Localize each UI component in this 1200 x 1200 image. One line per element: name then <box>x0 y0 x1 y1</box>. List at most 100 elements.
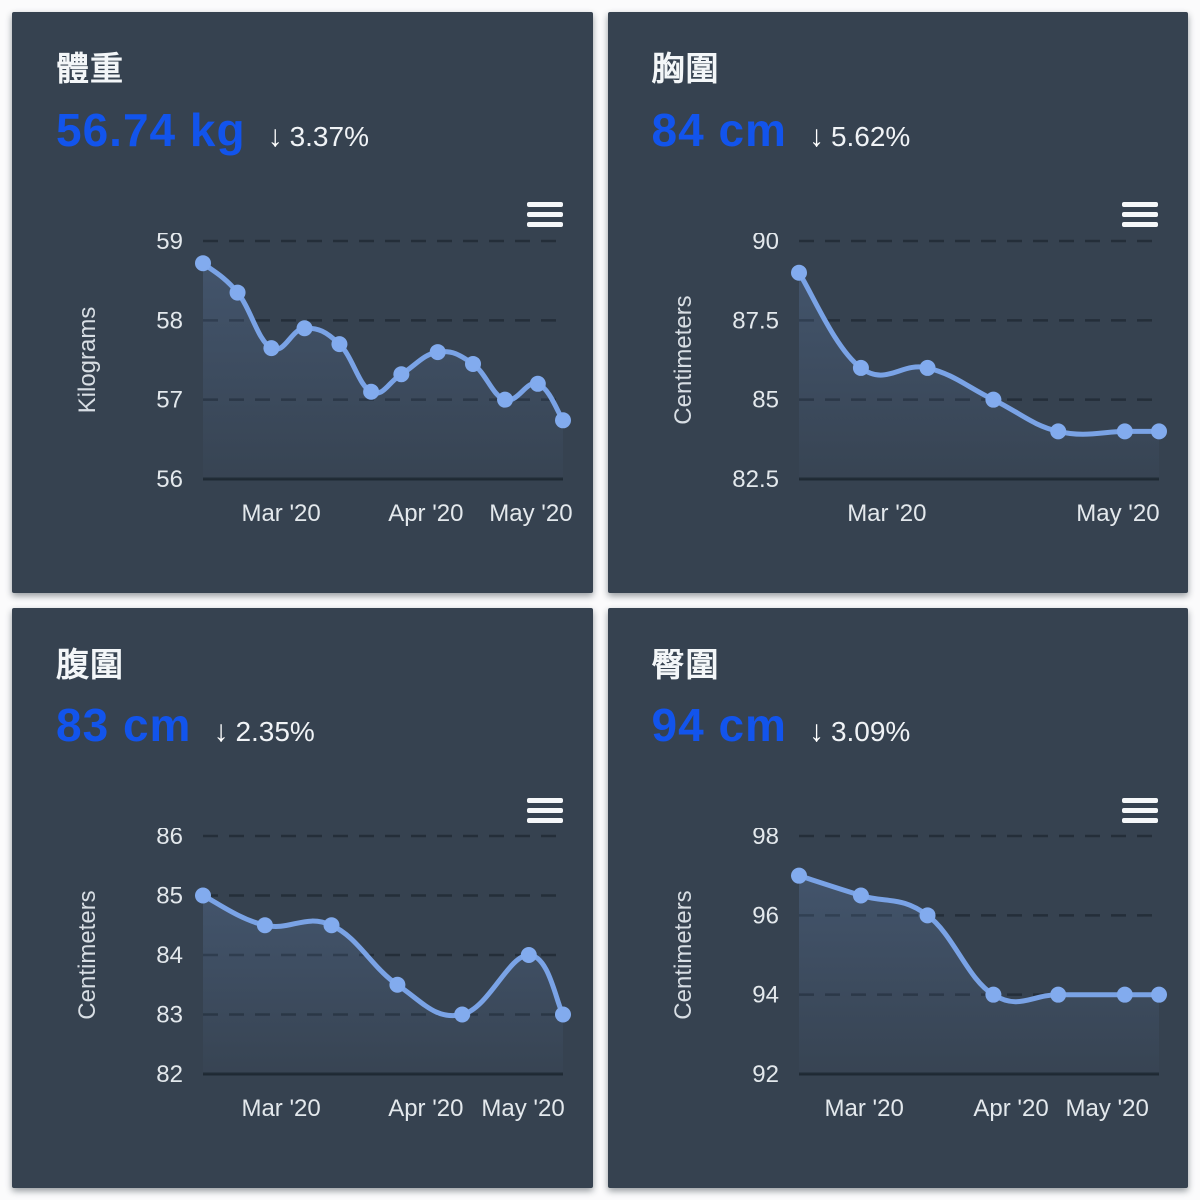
data-point[interactable] <box>195 254 211 271</box>
metric-value: 56.74 kg <box>56 103 246 156</box>
area-fill <box>798 272 1159 479</box>
y-tick-label: 84 <box>156 942 183 969</box>
trend-down-icon: ↓ <box>213 715 229 749</box>
y-tick-label: 86 <box>156 828 183 850</box>
y-tick-label: 92 <box>752 1061 779 1088</box>
metric-card-hip: 臀圍 94 cm ↓ 3.09% 98 96 94 92 Centimeters Mar … <box>607 607 1189 1188</box>
data-point[interactable] <box>393 365 410 382</box>
y-axis-title: Kilograms <box>74 306 101 413</box>
x-tick-label: Apr '20 <box>388 1095 463 1122</box>
y-axis-title: Centimeters <box>670 890 697 1019</box>
data-point[interactable] <box>852 887 869 904</box>
abdomen-line-chart[interactable]: 86 85 84 83 82 Centimeters Mar '20 Apr '20 May '… <box>13 828 591 1160</box>
metric-value-row: 94 cm ↓ 3.09% <box>652 698 1189 752</box>
trend-percentage: 5.62% <box>830 120 911 152</box>
data-point[interactable] <box>1049 986 1066 1003</box>
metric-value: 94 cm <box>651 699 787 752</box>
hamburger-menu-icon[interactable] <box>523 794 567 827</box>
hip-line-chart[interactable]: 98 96 94 92 Centimeters Mar '20 Apr '20 May '20 <box>609 828 1187 1160</box>
data-point[interactable] <box>331 335 348 352</box>
trend-down-icon: ↓ <box>808 119 824 153</box>
metric-title: 腹圍 <box>56 645 124 683</box>
data-point[interactable] <box>229 284 246 301</box>
area-fill <box>203 895 563 1074</box>
trend-percentage: 3.37% <box>289 120 369 152</box>
data-point[interactable] <box>454 1006 471 1023</box>
y-tick-label: 57 <box>156 386 183 413</box>
data-point[interactable] <box>1150 986 1167 1003</box>
data-point[interactable] <box>263 339 280 356</box>
metric-title: 胸圍 <box>651 50 720 87</box>
x-tick-label: May '20 <box>1065 1095 1148 1122</box>
metric-value-row: 56.74 kg ↓ 3.37% <box>56 103 593 157</box>
data-point[interactable] <box>919 359 936 376</box>
y-tick-label: 85 <box>156 883 183 910</box>
data-point[interactable] <box>1116 986 1133 1003</box>
x-tick-label: Mar '20 <box>241 500 320 527</box>
y-tick-label: 82.5 <box>732 466 779 493</box>
x-tick-label: May '20 <box>1076 500 1159 527</box>
data-point[interactable] <box>296 319 313 336</box>
data-point[interactable] <box>520 947 537 963</box>
x-tick-label: May '20 <box>489 500 572 527</box>
trend-percentage: 2.35% <box>235 716 315 748</box>
trend-down-icon: ↓ <box>267 119 283 153</box>
y-tick-label: 87.5 <box>732 307 779 334</box>
data-point[interactable] <box>984 986 1001 1003</box>
data-point[interactable] <box>497 391 514 408</box>
x-tick-label: Mar '20 <box>824 1095 903 1122</box>
y-tick-label: 90 <box>752 233 779 255</box>
data-point[interactable] <box>429 343 446 360</box>
data-point[interactable] <box>790 264 807 281</box>
data-point[interactable] <box>363 383 380 400</box>
x-tick-label: Mar '20 <box>847 500 926 527</box>
metric-value: 83 cm <box>56 699 192 752</box>
y-axis-title: Centimeters <box>670 295 697 424</box>
trend-indicator: ↓ 3.37% <box>268 120 369 154</box>
trend-indicator: ↓ 3.09% <box>809 715 910 749</box>
y-axis-title: Centimeters <box>74 890 101 1019</box>
data-point[interactable] <box>790 867 807 884</box>
y-tick-label: 94 <box>752 982 779 1009</box>
data-point[interactable] <box>1116 422 1133 439</box>
area-fill <box>203 262 563 479</box>
data-point[interactable] <box>195 887 211 904</box>
y-tick-label: 82 <box>156 1061 183 1088</box>
data-point[interactable] <box>555 411 571 428</box>
metric-card-chest: 胸圍 84 cm ↓ 5.62% 90 87.5 85 82.5 Centimeters… <box>607 12 1188 593</box>
y-tick-label: 59 <box>156 233 183 255</box>
hamburger-menu-icon[interactable] <box>523 198 567 231</box>
data-point[interactable] <box>256 917 273 934</box>
metric-value-row: 83 cm ↓ 2.35% <box>56 698 593 752</box>
x-tick-label: Apr '20 <box>973 1095 1048 1122</box>
y-tick-label: 83 <box>156 1002 183 1029</box>
data-point[interactable] <box>1049 422 1066 439</box>
data-point[interactable] <box>555 1006 571 1023</box>
metric-value: 84 cm <box>651 103 787 156</box>
data-point[interactable] <box>465 355 481 372</box>
trend-down-icon: ↓ <box>808 715 824 749</box>
hamburger-menu-icon[interactable] <box>1118 198 1162 231</box>
data-point[interactable] <box>984 391 1001 408</box>
trend-indicator: ↓ 5.62% <box>809 120 910 154</box>
metric-title: 體重 <box>56 50 124 87</box>
weight-line-chart[interactable]: 59 58 57 56 Kilograms Mar '20 Apr '20 May '20 <box>13 233 591 565</box>
data-point[interactable] <box>323 917 340 934</box>
data-point[interactable] <box>1150 422 1167 439</box>
data-point[interactable] <box>529 375 546 392</box>
y-tick-label: 56 <box>156 466 183 493</box>
data-point[interactable] <box>389 976 406 993</box>
metric-card-weight: 體重 56.74 kg ↓ 3.37% 59 58 57 56 Kilograms Mar… <box>12 12 593 593</box>
y-tick-label: 85 <box>752 386 779 413</box>
metric-title: 臀圍 <box>651 645 720 683</box>
x-tick-label: Mar '20 <box>241 1095 320 1122</box>
data-point[interactable] <box>919 907 936 924</box>
chest-line-chart[interactable]: 90 87.5 85 82.5 Centimeters Mar '20 May '20 <box>609 233 1187 565</box>
y-tick-label: 58 <box>156 307 183 334</box>
area-fill <box>798 875 1159 1074</box>
x-tick-label: Apr '20 <box>388 500 463 527</box>
y-tick-label: 96 <box>752 902 779 929</box>
hamburger-menu-icon[interactable] <box>1118 794 1162 827</box>
y-tick-label: 98 <box>752 828 779 850</box>
data-point[interactable] <box>852 359 869 376</box>
